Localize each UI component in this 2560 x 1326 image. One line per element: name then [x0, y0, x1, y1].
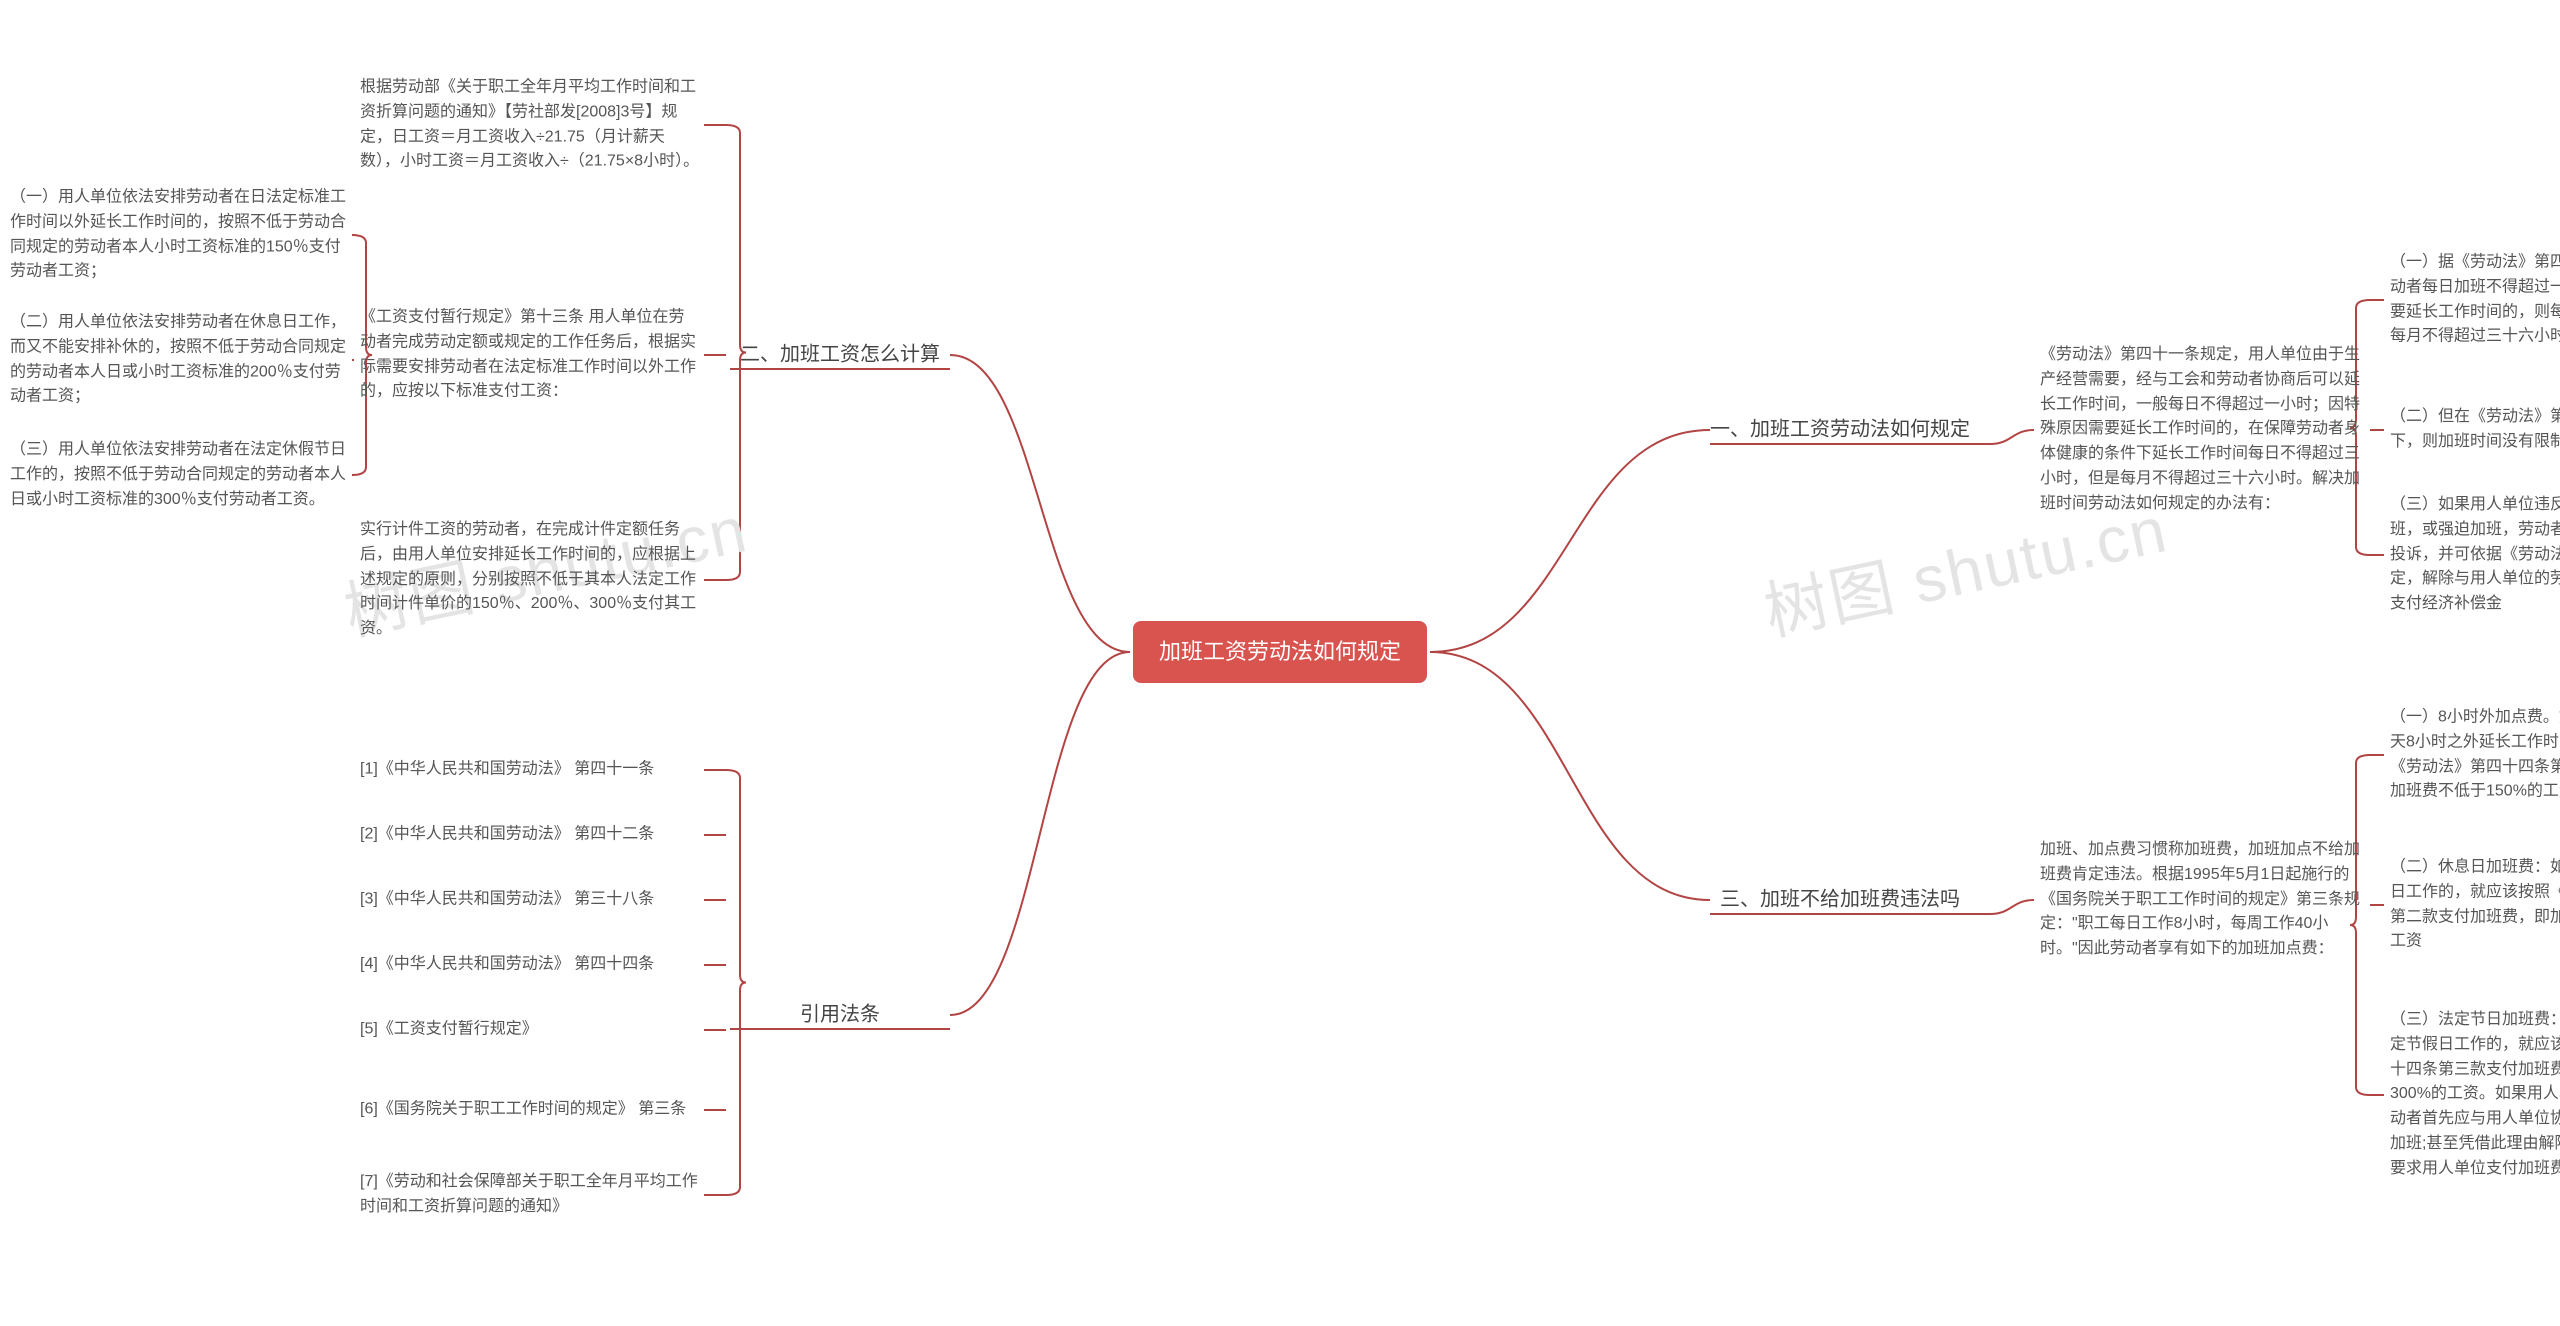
node-b4c5[interactable]: [5]《工资支付暂行规定》 — [360, 1018, 700, 1043]
node-b1c1b[interactable]: （二）但在《劳动法》第四十二条规定的情况下，则加班时间没有限制。 — [2390, 405, 2560, 455]
node-b4c2[interactable]: [2]《中华人民共和国劳动法》 第四十二条 — [360, 823, 700, 848]
branch-b2[interactable]: 二、加班工资怎么计算 — [740, 340, 940, 371]
node-b2c2[interactable]: 《工资支付暂行规定》第十三条 用人单位在劳动者完成劳动定额或规定的工作任务后，根… — [360, 305, 700, 404]
branch-b4[interactable]: 引用法条 — [800, 1000, 880, 1031]
node-b3c1a[interactable]: （一）8小时外加点费。如果安排劳动者在每天8小时之外延长工作时间的，就应该按照《… — [2390, 705, 2560, 804]
node-b2c2a[interactable]: （一）用人单位依法安排劳动者在日法定标准工作时间以外延长工作时间的，按照不低于劳… — [10, 185, 350, 284]
node-b4c7[interactable]: [7]《劳动和社会保障部关于职工全年月平均工作时间和工资折算问题的通知》 — [360, 1170, 700, 1220]
node-b3c1[interactable]: 加班、加点费习惯称加班费，加班加点不给加班费肯定违法。根据1995年5月1日起施… — [2040, 838, 2360, 962]
node-b1c1[interactable]: 《劳动法》第四十一条规定，用人单位由于生产经营需要，经与工会和劳动者协商后可以延… — [2040, 343, 2360, 517]
node-b3c1c[interactable]: （三）法定节日加班费：如果安排劳动者在法定节假日工作的，就应该按照《劳动法》第四… — [2390, 1008, 2560, 1182]
node-b1c1c[interactable]: （三）如果用人单位违反上述法律规定安排加班，或强迫加班，劳动者可以向劳动监察部门… — [2390, 493, 2560, 617]
node-b4c6[interactable]: [6]《国务院关于职工工作时间的规定》 第三条 — [360, 1098, 700, 1123]
node-b3c1b[interactable]: （二）休息日加班费：如果安排劳动者在休息日工作的，就应该按照《劳动法》第四十四条… — [2390, 855, 2560, 954]
node-b1c1a[interactable]: （一）据《劳动法》第四十一条 的规定，劳动者每日加班不得超过一小时；因特殊原因需… — [2390, 250, 2560, 349]
root-node[interactable]: 加班工资劳动法如何规定 — [1133, 621, 1427, 683]
node-b4c3[interactable]: [3]《中华人民共和国劳动法》 第三十八条 — [360, 888, 700, 913]
node-b2c2b[interactable]: （二）用人单位依法安排劳动者在休息日工作，而又不能安排补休的，按照不低于劳动合同… — [10, 310, 350, 409]
node-b2c3[interactable]: 实行计件工资的劳动者，在完成计件定额任务后，由用人单位安排延长工作时间的，应根据… — [360, 518, 700, 642]
node-b2c1[interactable]: 根据劳动部《关于职工全年月平均工作时间和工资折算问题的通知》【劳社部发[2008… — [360, 75, 700, 174]
node-b4c4[interactable]: [4]《中华人民共和国劳动法》 第四十四条 — [360, 953, 700, 978]
node-b2c2c[interactable]: （三）用人单位依法安排劳动者在法定休假节日工作的，按照不低于劳动合同规定的劳动者… — [10, 438, 350, 512]
branch-b3[interactable]: 三、加班不给加班费违法吗 — [1720, 885, 1960, 916]
branch-b1[interactable]: 一、加班工资劳动法如何规定 — [1710, 415, 1970, 446]
node-b4c1[interactable]: [1]《中华人民共和国劳动法》 第四十一条 — [360, 758, 700, 783]
